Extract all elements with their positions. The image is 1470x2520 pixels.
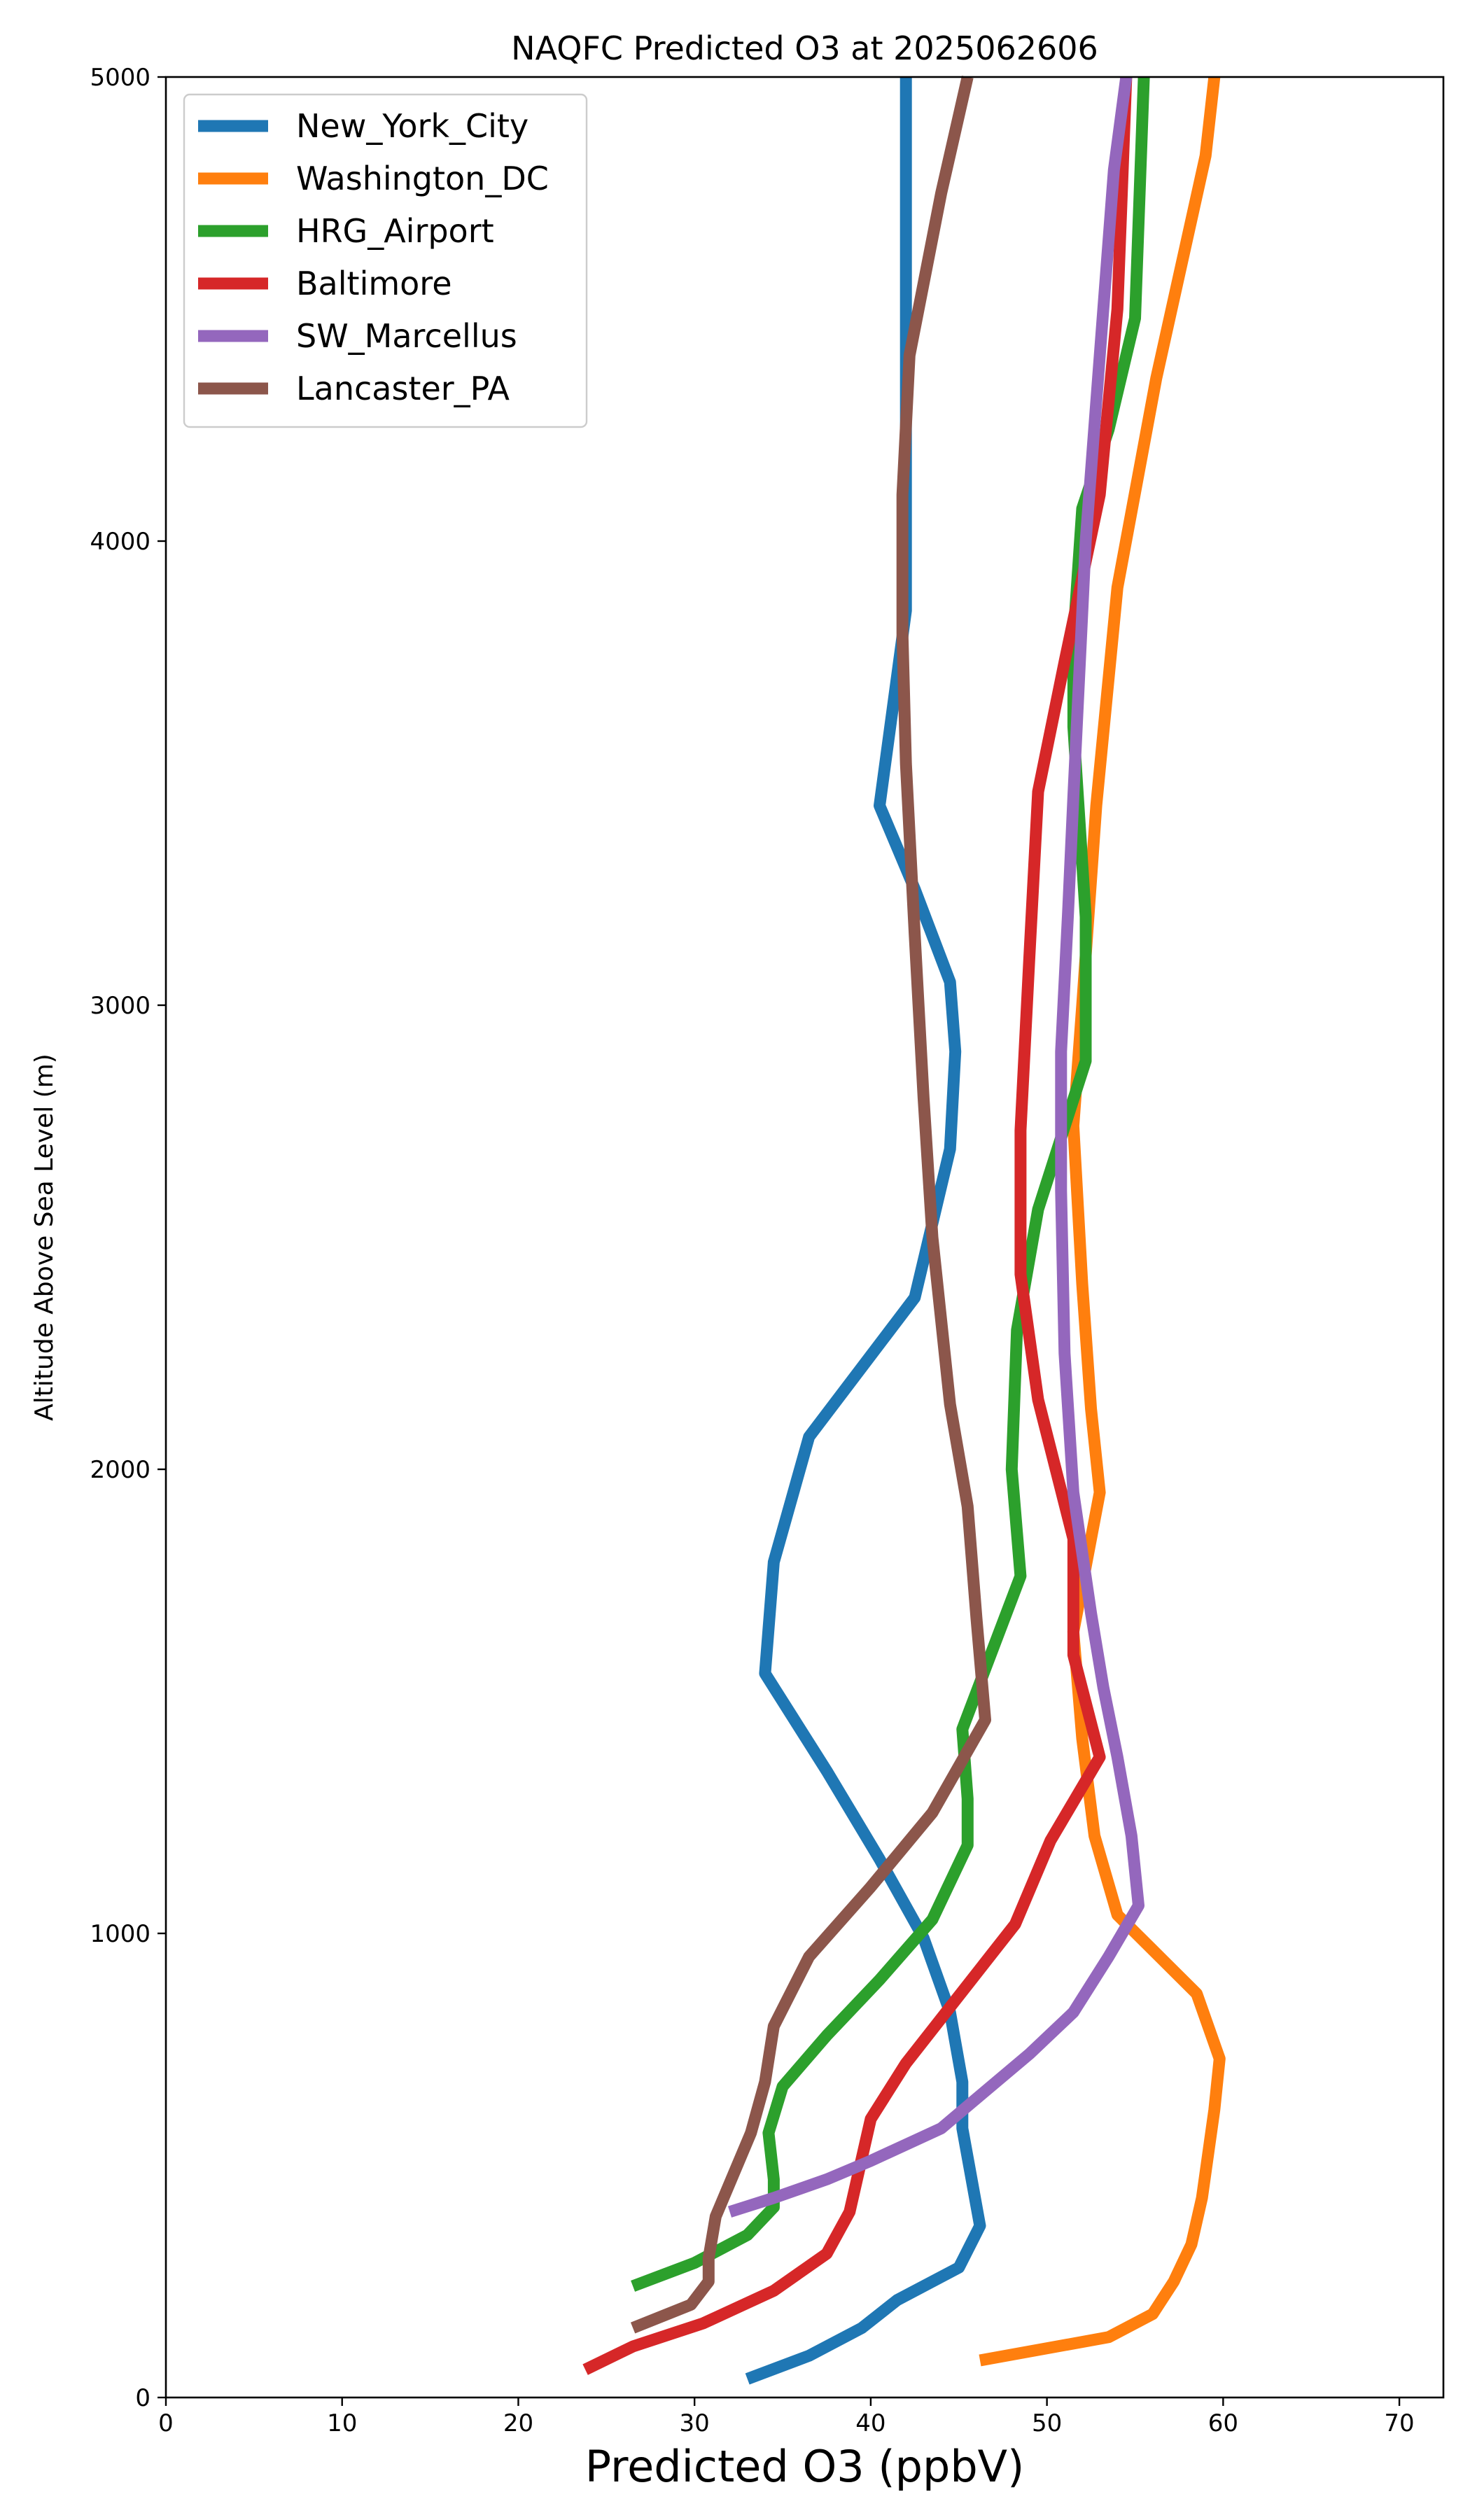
x-tick-label: 0 (158, 2409, 174, 2437)
x-tick-label: 10 (327, 2409, 357, 2437)
x-axis-label: Predicted O3 (ppbV) (585, 2441, 1025, 2492)
x-tick-label: 30 (680, 2409, 710, 2437)
x-tick-label: 40 (855, 2409, 886, 2437)
y-tick-label: 3000 (90, 992, 150, 1020)
legend-label: Baltimore (296, 265, 452, 302)
plot-area-frame (164, 76, 1445, 2399)
chart-title: NAQFC Predicted O3 at 2025062606 (511, 29, 1098, 67)
y-axis-ticks: 0 1000 2000 3000 4000 5000 (90, 64, 166, 2412)
legend-label: Washington_DC (296, 160, 549, 197)
x-tick-label: 50 (1032, 2409, 1062, 2437)
legend-label: Lancaster_PA (296, 370, 510, 407)
series-line-sw-marcellus (727, 76, 1144, 2218)
y-tick-label: 5000 (90, 64, 150, 92)
series-line-washington-dc (979, 76, 1226, 2367)
series-line-baltimore (582, 76, 1133, 2375)
x-tick-label: 70 (1384, 2409, 1414, 2437)
legend: New_York_City Washington_DC HRG_Airport Bal… (183, 93, 588, 428)
series-lines (582, 76, 1226, 2385)
legend-label: SW_Marcellus (296, 317, 517, 355)
legend-box (183, 93, 588, 428)
x-tick-label: 20 (503, 2409, 533, 2437)
legend-label: HRG_Airport (296, 212, 494, 250)
y-tick-label: 1000 (90, 1920, 150, 1948)
series-line-new-york-city (745, 77, 986, 2385)
x-axis-ticks: 0 10 20 30 40 50 60 70 (158, 2398, 1415, 2437)
series-line-lancaster-pa (630, 76, 991, 2334)
y-tick-label: 0 (135, 2384, 150, 2412)
legend-label: New_York_City (296, 107, 528, 145)
y-axis-label: Altitude Above Sea Level (m) (30, 1054, 59, 1421)
y-tick-label: 4000 (90, 528, 150, 556)
y-tick-label: 2000 (90, 1456, 150, 1484)
x-tick-label: 60 (1208, 2409, 1238, 2437)
